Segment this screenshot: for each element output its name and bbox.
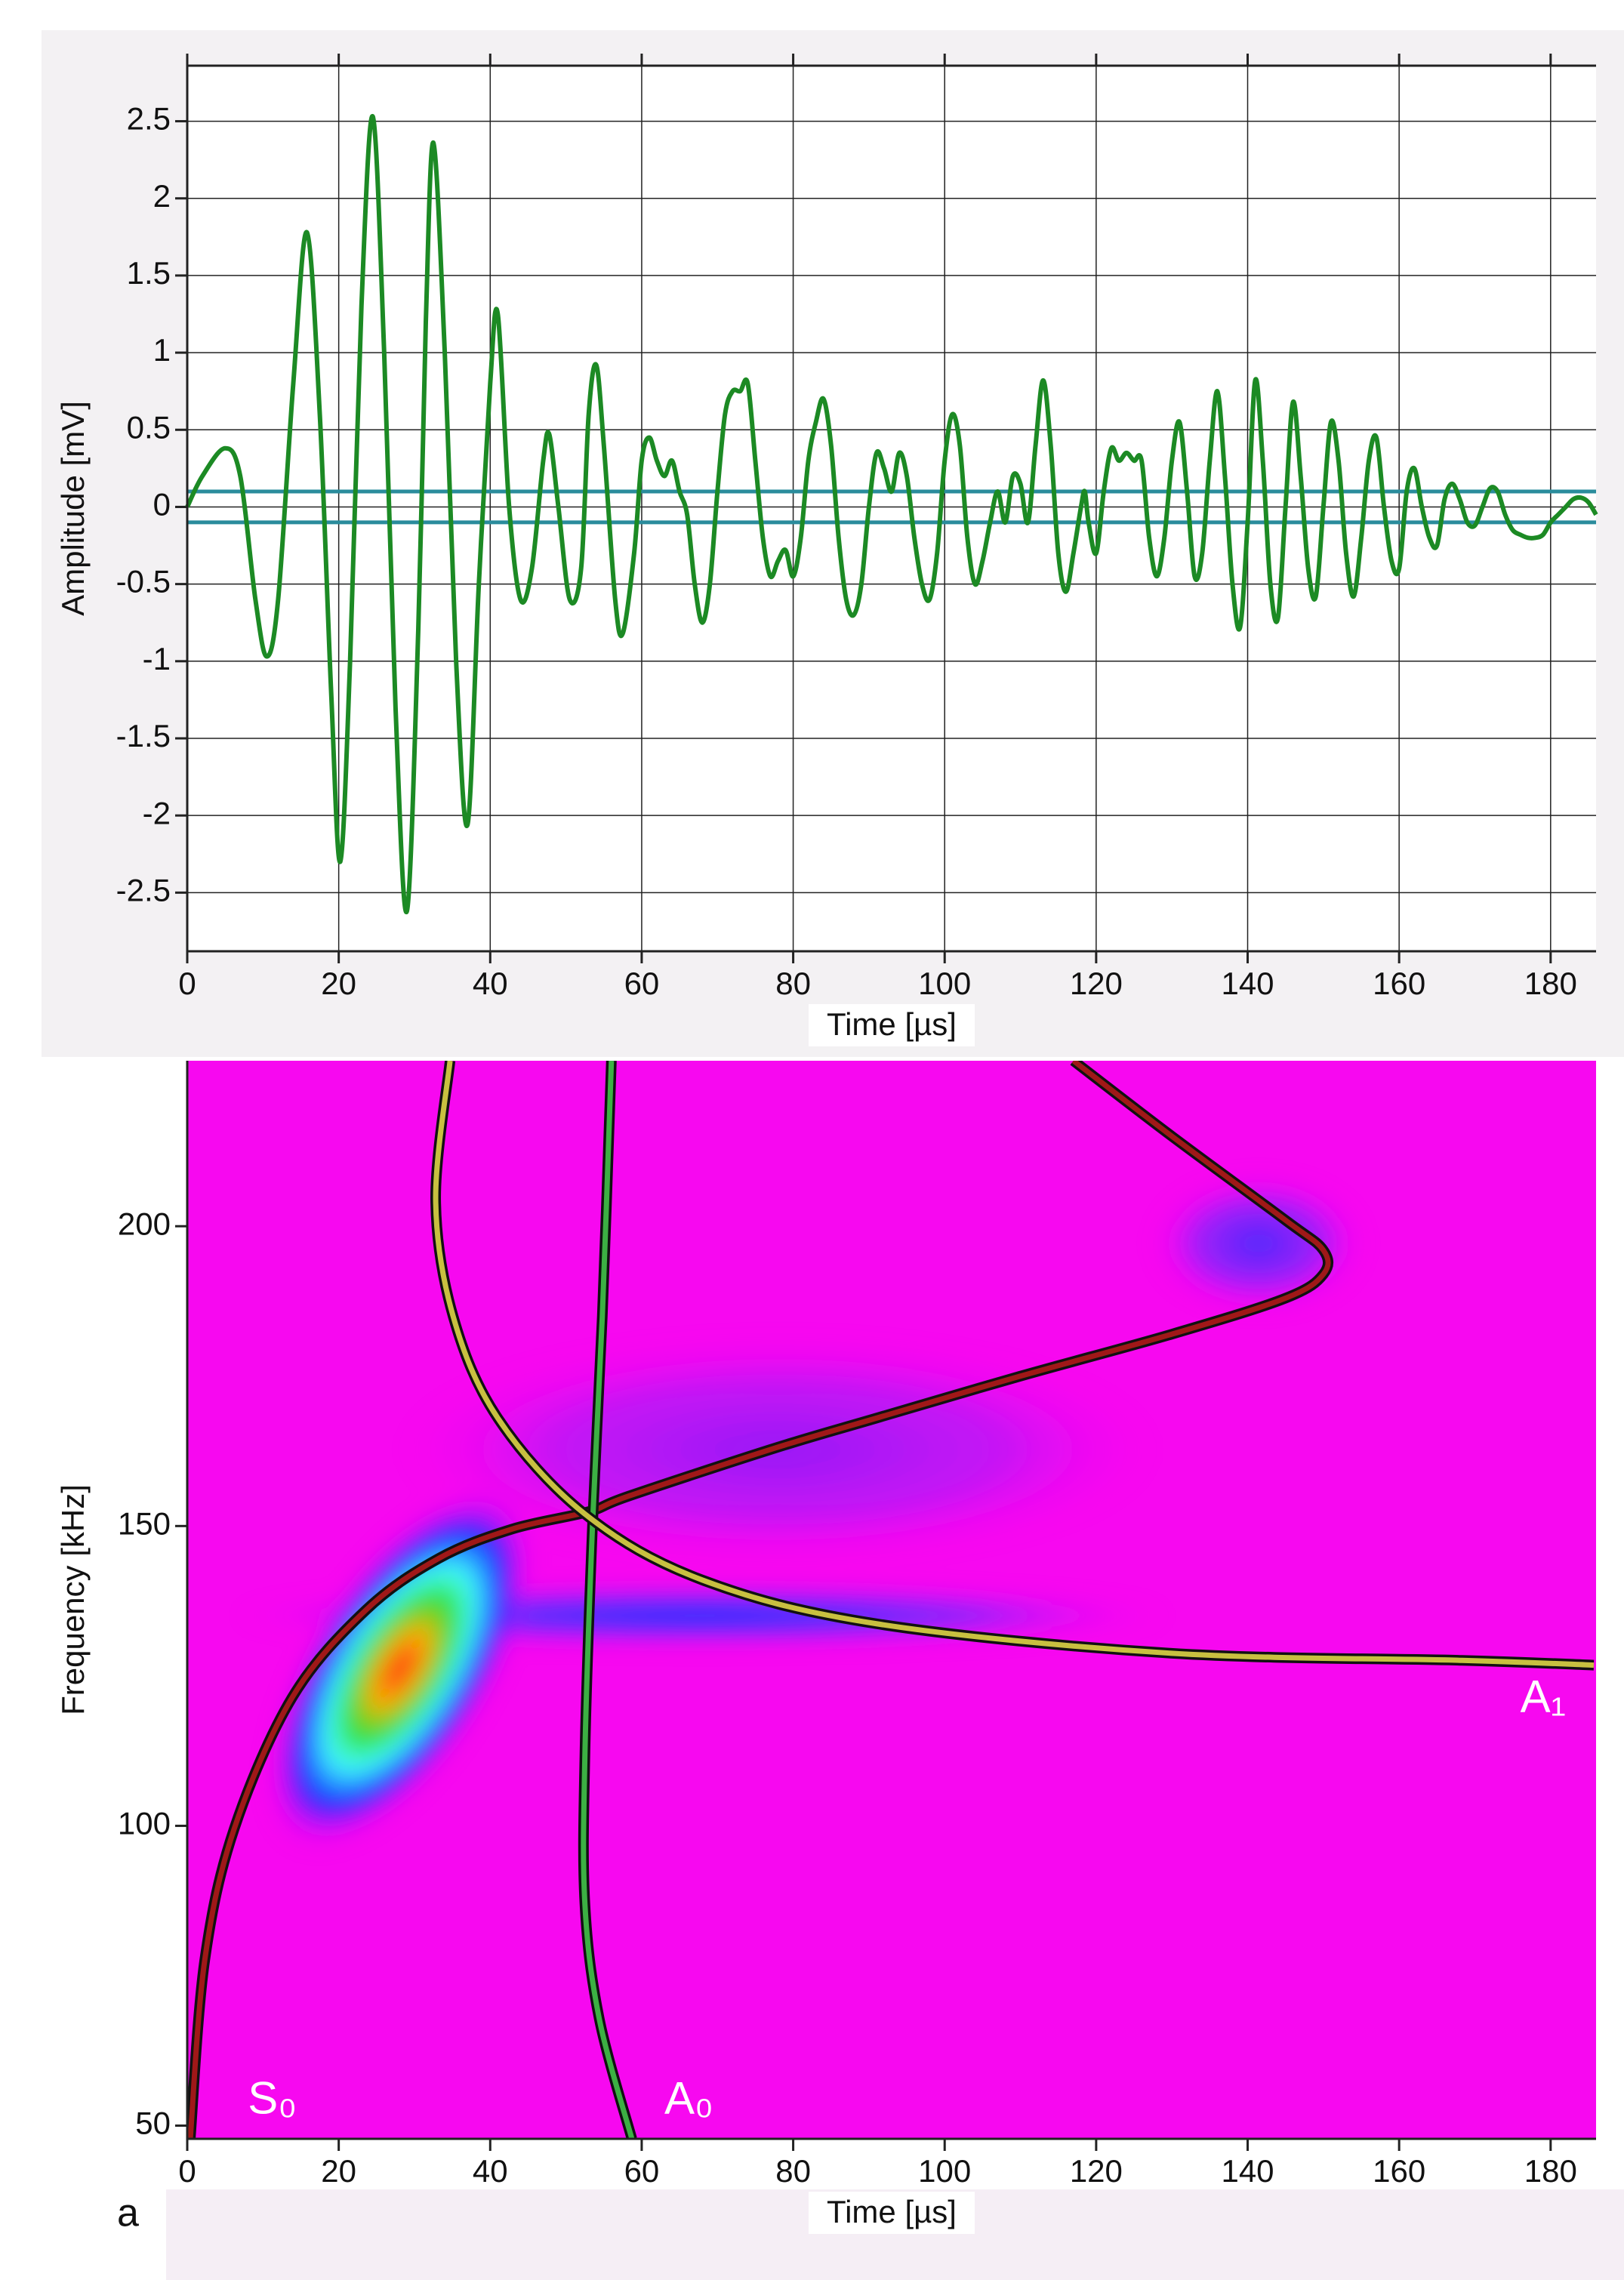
heatmap-peak <box>267 1489 533 1848</box>
x-tick-label: 180 <box>1524 2153 1577 2189</box>
y-tick-label: 150 <box>118 1505 171 1541</box>
y-tick-label: 50 <box>135 2106 171 2141</box>
x-tick-label: 80 <box>775 2153 811 2189</box>
y-tick-label: 200 <box>118 1206 171 1241</box>
y-tick-label: 1 <box>153 332 171 368</box>
dispersion-curve <box>187 1061 1331 2139</box>
y-tick-label: -0.5 <box>116 564 171 599</box>
x-tick-label: 160 <box>1373 966 1425 1001</box>
y-tick-label: 2 <box>153 178 171 214</box>
x-tick-label: 100 <box>918 966 971 1001</box>
curve-label: A₁ <box>1521 1671 1566 1721</box>
y-tick-label: 1.5 <box>127 255 171 291</box>
x-axis-label: Time [µs] <box>827 1006 957 1042</box>
dispersion-curve <box>581 1061 635 2139</box>
x-tick-label: 40 <box>473 966 508 1001</box>
y-tick-label: -1 <box>143 641 171 676</box>
y-axis-label: Frequency [kHz] <box>55 1484 91 1715</box>
curves <box>187 1061 1595 2139</box>
x-tick-label: 120 <box>1070 2153 1123 2189</box>
heatmap-haze <box>1153 1175 1364 1311</box>
heatmap <box>187 1061 1596 2139</box>
signal-line <box>185 114 1598 915</box>
x-label-background <box>809 1004 975 1046</box>
curve-label: A₀ <box>664 2073 713 2124</box>
x-tick-label: 0 <box>178 2153 196 2189</box>
x-tick-label: 60 <box>624 966 660 1001</box>
x-tick-label: 140 <box>1221 966 1274 1001</box>
x-tick-label: 120 <box>1070 966 1123 1001</box>
x-tick-label: 180 <box>1524 966 1577 1001</box>
y-tick-label: 2.5 <box>127 101 171 137</box>
x-label-background <box>809 2192 975 2234</box>
y-tick-label: 0 <box>153 487 171 522</box>
y-tick-label: -1.5 <box>116 718 171 753</box>
x-tick-label: 100 <box>918 2153 971 2189</box>
x-tick-label: 20 <box>321 2153 356 2189</box>
x-tick-label: 140 <box>1221 2153 1274 2189</box>
y-tick-label: 0.5 <box>127 409 171 445</box>
x-tick-label: 160 <box>1373 2153 1425 2189</box>
dispersion-curve <box>433 1061 1595 1668</box>
curve-label: S₀ <box>248 2073 297 2124</box>
x-axis-label: Time [µs] <box>827 2194 957 2229</box>
x-tick-label: 0 <box>178 966 196 1001</box>
y-axis-label: Amplitude [mV] <box>55 401 91 616</box>
x-tick-label: 40 <box>473 2153 508 2189</box>
x-tick-label: 20 <box>321 966 356 1001</box>
x-tick-label: 80 <box>775 966 811 1001</box>
y-tick-label: -2.5 <box>116 872 171 907</box>
y-tick-label: -2 <box>143 795 171 830</box>
x-tick-label: 60 <box>624 2153 660 2189</box>
panel-label: a <box>117 2192 139 2235</box>
y-tick-label: 100 <box>118 1806 171 1841</box>
